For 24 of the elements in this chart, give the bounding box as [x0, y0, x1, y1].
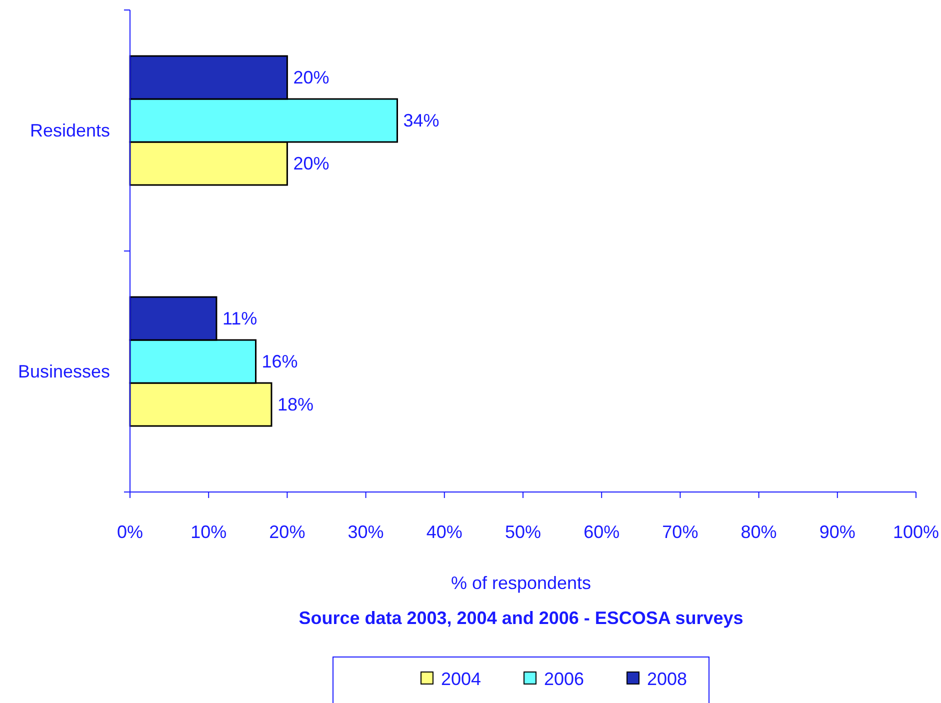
- x-tick-label: 80%: [740, 522, 777, 542]
- data-label: 20%: [293, 68, 330, 88]
- data-label: 16%: [262, 352, 298, 372]
- x-tick-label: 90%: [819, 522, 856, 542]
- legend-label: 2008: [647, 669, 688, 689]
- legend-label: 2006: [544, 669, 584, 689]
- x-tick-label: 60%: [584, 522, 620, 542]
- y-tick-label: Businesses: [18, 362, 110, 382]
- x-tick-label: 0%: [116, 522, 144, 542]
- data-label: 18%: [277, 394, 314, 414]
- x-axis-title: % of respondents: [450, 573, 592, 593]
- data-label: 20%: [293, 154, 330, 174]
- x-tick-label: 40%: [426, 522, 462, 542]
- legend-label: 2004: [441, 669, 482, 689]
- x-tick-label: 70%: [662, 522, 698, 542]
- x-tick-label: 100%: [892, 522, 940, 542]
- x-tick-label: 30%: [348, 522, 384, 542]
- x-tick-label: 10%: [190, 522, 227, 542]
- source-note: Source data 2003, 2004 and 2006 - ESCOSA surveys: [298, 608, 744, 628]
- x-tick-label: 20%: [269, 522, 306, 542]
- x-tick-label: 50%: [504, 522, 542, 542]
- data-label: 11%: [222, 308, 258, 328]
- data-label: 34%: [403, 110, 440, 130]
- y-tick-label: Residents: [30, 120, 110, 140]
